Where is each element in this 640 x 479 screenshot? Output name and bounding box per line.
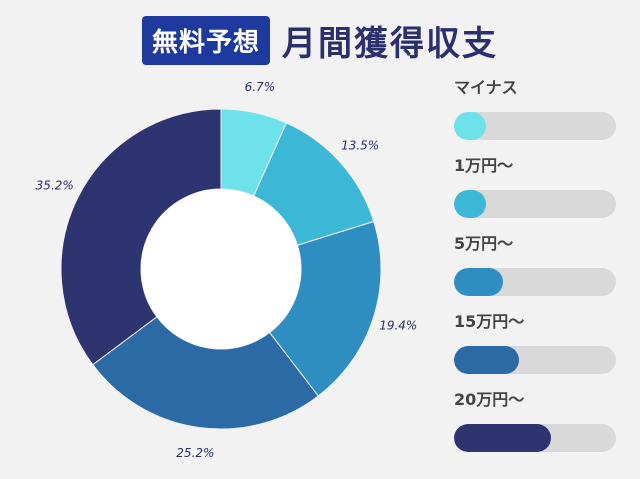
legend-bar-track	[454, 346, 616, 374]
legend-label: 15万円〜	[454, 312, 525, 331]
legend-bar-track	[454, 112, 616, 140]
legend-bar-fill	[454, 268, 503, 296]
page-title: 月間獲得収支	[282, 24, 498, 64]
legend-label: 20万円〜	[454, 390, 525, 409]
free-prediction-badge: 無料予想	[141, 16, 270, 65]
slice-value-label: 25.2%	[176, 446, 214, 460]
legend-bar-track	[454, 190, 616, 218]
legend: マイナス 1万円〜 5万円〜 15万円〜 20万円〜	[454, 74, 624, 464]
legend-item-minus: マイナス	[454, 74, 624, 152]
header: 無料予想 月間獲得収支	[0, 16, 640, 65]
donut-hole	[141, 189, 301, 349]
legend-label: 5万円〜	[454, 234, 514, 253]
legend-item-5man: 5万円〜	[454, 230, 624, 308]
legend-bar-track	[454, 268, 616, 296]
legend-item-1man: 1万円〜	[454, 152, 624, 230]
slice-value-label: 13.5%	[341, 139, 379, 153]
slice-value-label: 19.4%	[379, 318, 417, 332]
legend-bar-fill	[454, 346, 519, 374]
slice-value-label: 6.7%	[245, 80, 276, 94]
legend-item-15man: 15万円〜	[454, 308, 624, 386]
legend-label: マイナス	[454, 78, 518, 97]
legend-bar-track	[454, 424, 616, 452]
legend-bar-fill	[454, 190, 487, 218]
legend-bar-fill	[454, 112, 487, 140]
legend-item-20man: 20万円〜	[454, 386, 624, 464]
donut-chart: 6.7% 13.5% 19.4% 25.2% 35.2%	[36, 80, 418, 460]
legend-bar-fill	[454, 424, 552, 452]
legend-label: 1万円〜	[454, 156, 514, 175]
slice-value-label: 35.2%	[36, 179, 74, 193]
